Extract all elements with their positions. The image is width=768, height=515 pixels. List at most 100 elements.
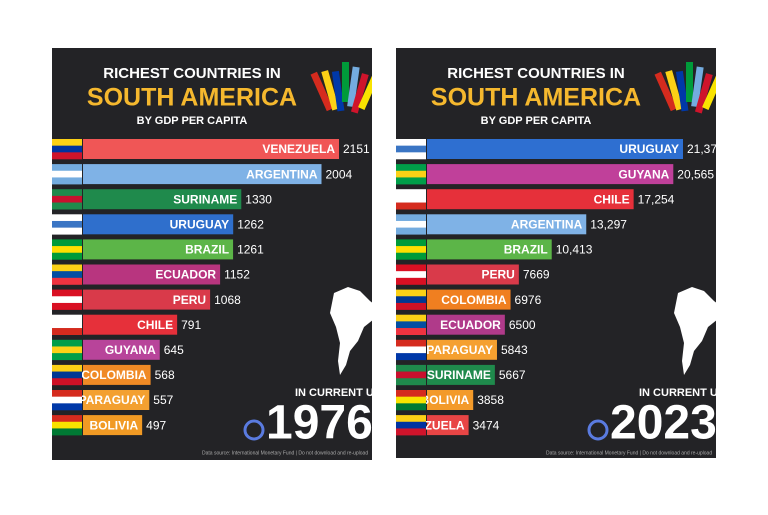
bar-label: PERU <box>482 268 515 282</box>
flag <box>52 195 82 203</box>
flag <box>396 246 426 254</box>
map-silhouette <box>674 287 716 375</box>
chart-panel: RICHEST COUNTRIES IN SOUTH AMERICA BY GDP … <box>396 48 725 458</box>
annotation: IN CURRENT US <box>639 387 725 399</box>
bar-label: PERU <box>173 293 206 307</box>
value-label: 6500 <box>509 318 536 332</box>
flag-decoration <box>347 66 360 108</box>
bar <box>427 339 497 360</box>
value-label: 21,37 <box>687 142 717 156</box>
value-label: 1262 <box>237 217 264 231</box>
bar <box>83 415 143 436</box>
annotation: IN CURRENT US <box>295 387 381 399</box>
flag <box>396 339 426 347</box>
value-label: 2004 <box>326 167 353 181</box>
chart-title: RICHEST COUNTRIES IN <box>103 65 281 82</box>
bar <box>427 264 519 285</box>
bar-label: GUYANA <box>105 343 156 357</box>
bar <box>83 214 234 235</box>
flag <box>396 415 426 423</box>
flag-decoration <box>310 71 334 112</box>
flag-decoration <box>665 70 684 111</box>
flag-decoration <box>675 70 689 112</box>
bar-label: ECUADOR <box>155 268 216 282</box>
bar-label: ARGENTINA <box>511 217 583 231</box>
flag <box>52 346 82 354</box>
year-label: 1976 <box>266 397 373 450</box>
flag <box>52 415 82 423</box>
value-label: 568 <box>155 368 175 382</box>
flag-decoration <box>350 73 369 114</box>
bar-label: COLOMBIA <box>81 368 147 382</box>
flag <box>396 202 426 210</box>
flag <box>396 239 426 247</box>
bar-label: PARAGUAY <box>79 393 146 407</box>
flag-decoration <box>358 70 372 110</box>
bar <box>83 264 221 285</box>
bar <box>427 164 674 185</box>
flag <box>396 328 426 335</box>
bar <box>83 314 178 335</box>
flag <box>396 252 426 260</box>
flag <box>52 289 82 297</box>
flag <box>396 177 426 185</box>
value-label: 1068 <box>214 293 241 307</box>
flag <box>52 264 82 272</box>
flag <box>52 139 82 146</box>
flag <box>52 202 82 210</box>
bar-label: VENEZUELA <box>262 142 335 156</box>
bar-label: CHILE <box>137 318 173 332</box>
chart-subtitle: SOUTH AMERICA <box>87 84 297 112</box>
chart-title: RICHEST COUNTRIES IN <box>447 65 625 82</box>
bar <box>83 289 211 310</box>
bar-label: BOLIVIA <box>421 393 470 407</box>
bar <box>427 364 495 385</box>
flag <box>396 214 426 222</box>
flag <box>52 164 82 172</box>
value-label: 2151 <box>343 142 370 156</box>
chart-caption: BY GDP PER CAPITA <box>481 115 592 127</box>
value-label: 645 <box>164 343 184 357</box>
value-label: 6976 <box>515 293 542 307</box>
flag <box>396 421 426 429</box>
flag <box>52 152 82 160</box>
flag <box>52 220 82 228</box>
logo-icon <box>243 419 265 441</box>
bar <box>427 189 634 210</box>
value-label: 10,413 <box>556 243 593 257</box>
bar <box>427 390 474 410</box>
flag <box>396 277 426 285</box>
flag <box>52 145 82 153</box>
bar <box>83 364 151 385</box>
flag <box>52 314 82 322</box>
value-label: 7669 <box>523 268 550 282</box>
flag <box>52 296 82 304</box>
flag <box>52 339 82 347</box>
flag <box>52 396 82 404</box>
flag <box>52 353 82 361</box>
flag <box>52 246 82 254</box>
chart-caption: BY GDP PER CAPITA <box>137 115 248 127</box>
flag-decoration <box>702 70 716 110</box>
bar <box>83 390 150 410</box>
bar-label: BRAZIL <box>185 243 229 257</box>
map-silhouette <box>330 287 372 375</box>
flag <box>396 195 426 203</box>
flag-decoration <box>342 62 349 102</box>
flag <box>52 403 82 411</box>
flag <box>396 152 426 160</box>
flag <box>52 378 82 386</box>
source-note: Data source: International Monetary Fund… <box>202 450 368 456</box>
value-label: 5843 <box>501 343 528 357</box>
bar-label: BOLIVIA <box>89 418 138 432</box>
flag <box>52 227 82 235</box>
source-note: Data source: International Monetary Fund… <box>546 450 712 456</box>
year-label: 2023 <box>610 397 717 450</box>
flag <box>396 346 426 354</box>
value-label: 13,297 <box>590 217 627 231</box>
bar-label: SURINAME <box>173 192 237 206</box>
bar <box>83 239 234 260</box>
flag <box>396 302 426 310</box>
flag <box>396 364 426 372</box>
